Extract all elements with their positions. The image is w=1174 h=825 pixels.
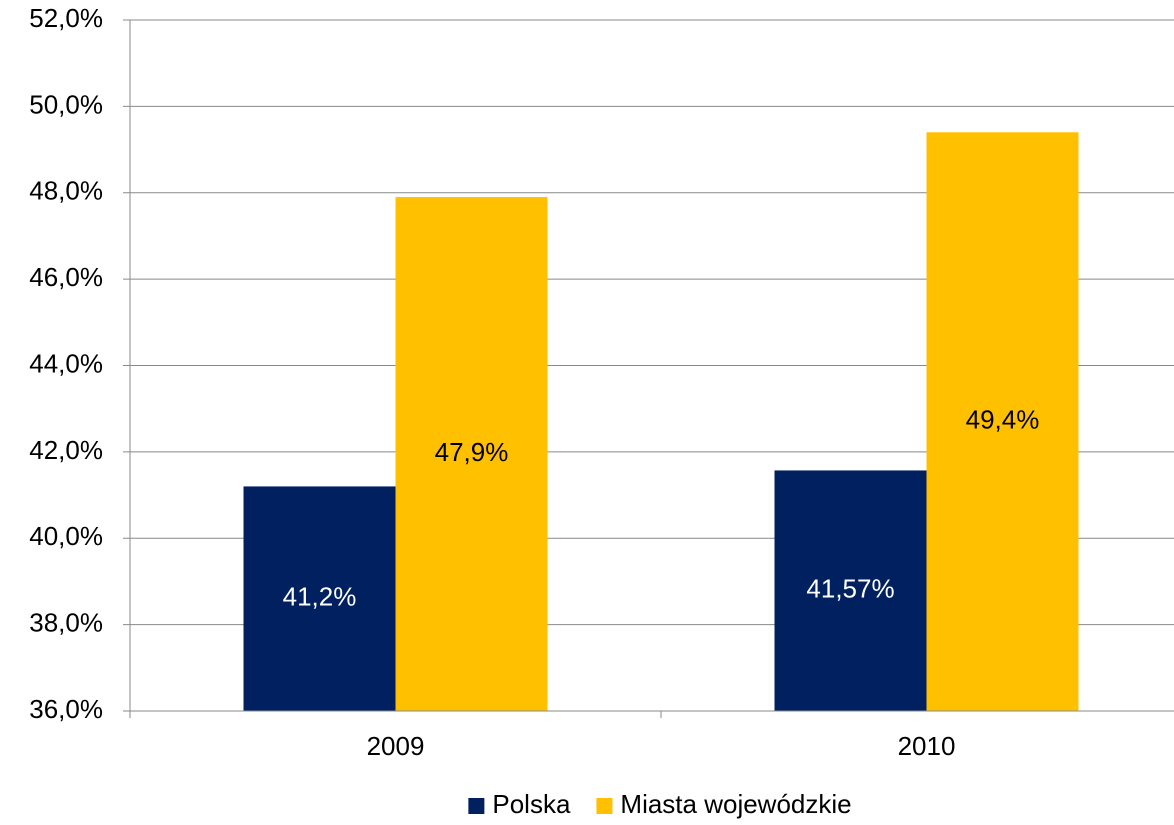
- value-label: 41,2%: [283, 582, 357, 612]
- value-label: 41,57%: [806, 574, 894, 604]
- y-tick-label: 40,0%: [29, 521, 103, 551]
- legend-swatch: [468, 798, 485, 814]
- x-tick-label: 2010: [898, 731, 956, 761]
- value-label: 49,4%: [966, 405, 1040, 435]
- y-tick-label: 48,0%: [29, 176, 103, 206]
- y-tick-label: 36,0%: [29, 694, 103, 724]
- bar: [243, 486, 396, 711]
- y-tick-label: 52,0%: [29, 3, 103, 33]
- y-tick-label: 44,0%: [29, 348, 103, 378]
- legend-swatch: [596, 798, 613, 814]
- y-tick-label: 38,0%: [29, 608, 103, 638]
- y-tick-label: 46,0%: [29, 262, 103, 292]
- y-tick-label: 50,0%: [29, 89, 103, 119]
- legend-label: Miasta wojewódzkie: [620, 789, 851, 819]
- y-tick-label: 42,0%: [29, 435, 103, 465]
- bar: [395, 197, 548, 712]
- bar: [774, 470, 927, 711]
- value-label: 47,9%: [435, 437, 509, 467]
- x-tick-label: 2009: [367, 731, 425, 761]
- bar: [926, 132, 1079, 712]
- legend-label: Polska: [492, 789, 571, 819]
